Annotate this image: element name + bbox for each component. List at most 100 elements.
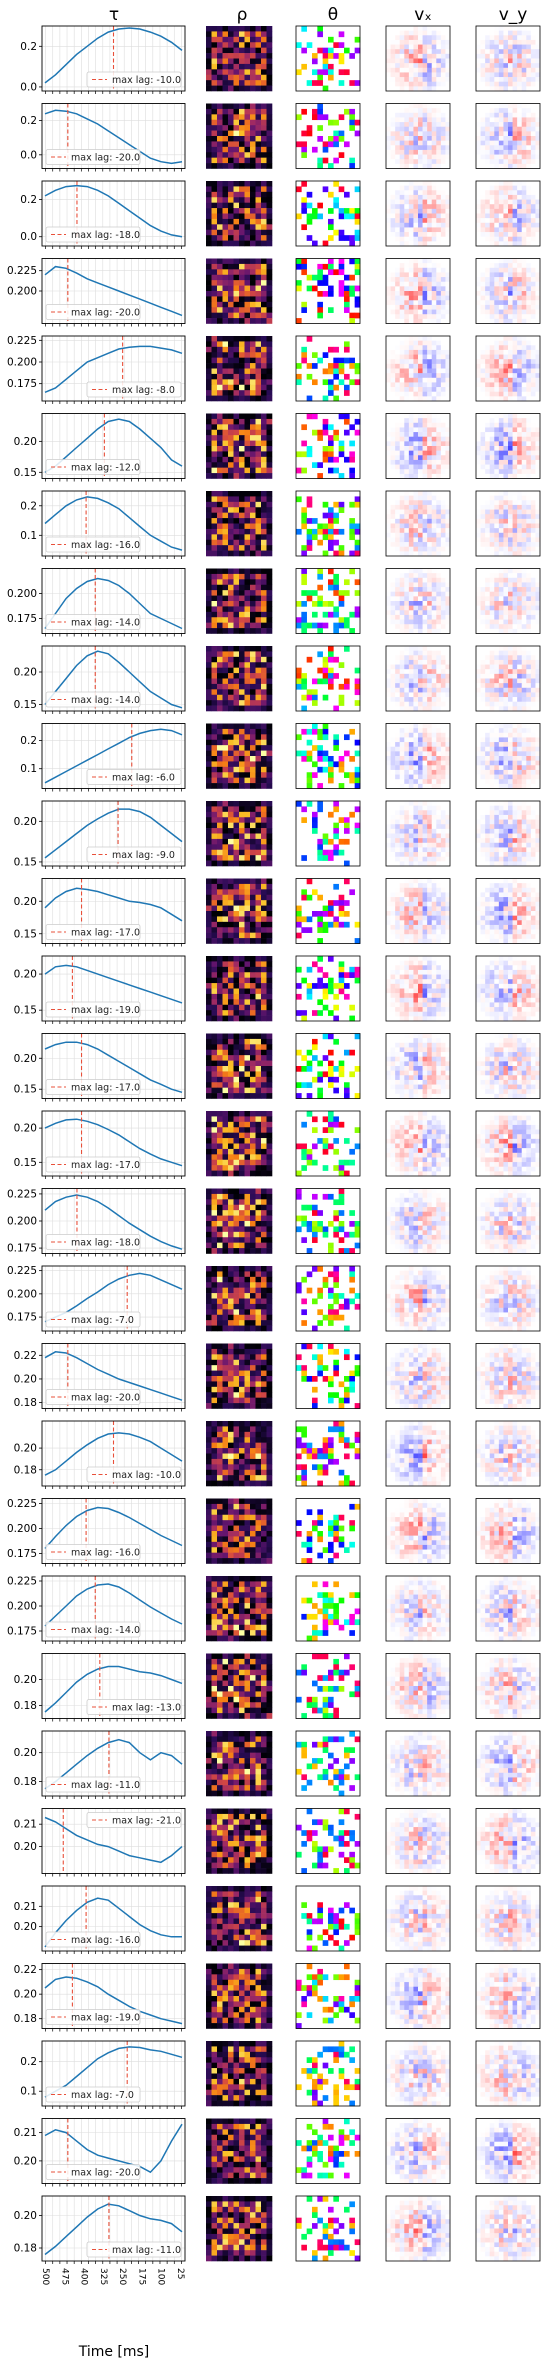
legend-label: max lag: -17.0 (71, 1083, 140, 1094)
rho-heatmap (206, 1343, 273, 1409)
legend: max lag: -18.0 (45, 1234, 141, 1250)
theta-map (295, 955, 361, 1022)
theta-map (295, 258, 361, 324)
rho-heatmap (206, 413, 273, 479)
vx-map (385, 1730, 451, 1797)
rho-heatmap (206, 878, 273, 944)
y-tick-label: 0.2 (20, 194, 37, 206)
y-tick-label: 0.15 (14, 699, 37, 711)
x-tick-label: 100 (156, 2268, 166, 2285)
y-tick-label: 0.175 (7, 1548, 37, 1560)
legend: max lag: -20.0 (45, 2164, 141, 2180)
legend: max lag: -12.0 (45, 459, 141, 475)
tau-plot: 0.0 0.2 max lag: -18.0 (20, 180, 186, 249)
y-tick-label: 0.18 (14, 1776, 37, 1788)
legend-label: max lag: -20.0 (71, 308, 140, 319)
vx-map (385, 1343, 451, 1409)
tau-series-line (44, 496, 183, 551)
legend-label: max lag: -12.0 (71, 463, 140, 474)
vx-map (385, 1653, 451, 1719)
vy-map (475, 1575, 541, 1642)
figure-row: 0.1 0.2 max lag: -7.0 (20, 2040, 541, 2109)
theta-map (295, 180, 361, 247)
y-tick-label: 0.225 (7, 1265, 37, 1277)
figure-row: 0.175 0.200 0.225 max lag: -8.0 (7, 335, 541, 404)
theta-map (295, 1188, 361, 1254)
tau-series-line (44, 2203, 183, 2256)
tau-series-line (44, 345, 183, 393)
vy-map (475, 1188, 541, 1254)
figure-row: 0.175 0.200 0.225 max lag: -18.0 (7, 1188, 541, 1257)
tau-plot: 0.1 0.2 max lag: -6.0 (20, 723, 186, 792)
vx-map (385, 413, 451, 479)
legend-label: max lag: -16.0 (71, 1548, 140, 1559)
x-tick-label: 400 (79, 2268, 89, 2285)
figure-row: 0.0 0.2 max lag: -10.0 (20, 25, 541, 94)
plot-frame (41, 335, 186, 402)
legend-label: max lag: -17.0 (71, 928, 140, 939)
theta-map (295, 568, 361, 634)
tau-series-line (44, 265, 183, 317)
y-tick-label: 0.21 (14, 1901, 37, 1913)
x-tick-label: 175 (136, 2268, 146, 2285)
tau-series-line (44, 1583, 183, 1627)
theta-map (295, 1808, 361, 1874)
tau-plot: 0.15 0.20 max lag: -17.0 (14, 1033, 186, 1102)
rho-heatmap (206, 1808, 273, 1874)
figure-row: 0.18 0.20 0.22 max lag: -19.0 (14, 1963, 541, 2032)
y-tick-label: 0.225 (7, 335, 37, 347)
tau-series-line (44, 964, 183, 1004)
legend: max lag: -17.0 (45, 924, 141, 940)
x-tick-label: 475 (59, 2268, 69, 2285)
theta-map (295, 1343, 361, 1409)
figure-row: 0.20 0.21 max lag: -20.0 (14, 2118, 541, 2187)
rho-heatmap (206, 1886, 273, 1952)
rho-heatmap (206, 258, 273, 324)
figure-row: 0.20 0.21 max lag: -16.0 (14, 1885, 541, 1954)
vx-map (385, 103, 451, 169)
figure-row: 0.15 0.20 max lag: -19.0 (14, 955, 541, 1024)
legend-label: max lag: -9.0 (112, 850, 175, 861)
tau-plot: 0.18 0.20 0.22 max lag: -19.0 (14, 1963, 186, 2032)
vx-map (385, 25, 451, 92)
vy-map (475, 180, 541, 247)
plot-frame (41, 2195, 186, 2262)
plot-frame (41, 1033, 186, 1099)
plot-frame (41, 1885, 186, 1952)
column-title-tau: τ (109, 5, 119, 25)
figure-row: 0.1 0.2 max lag: -16.0 (20, 490, 541, 559)
y-tick-label: 0.20 (14, 1373, 37, 1385)
legend: max lag: -14.0 (45, 1621, 141, 1638)
plot-frame (41, 1188, 186, 1254)
plot-frame (41, 723, 186, 789)
rho-heatmap (206, 2196, 273, 2262)
tau-series-line (44, 1194, 183, 1250)
y-tick-label: 0.20 (14, 1443, 37, 1455)
y-tick-label: 0.18 (14, 2243, 37, 2255)
theta-map (295, 2040, 361, 2107)
plot-frame (41, 645, 186, 712)
plot-frame (41, 568, 186, 634)
vx-map (385, 1808, 451, 1874)
y-tick-label: 0.1 (20, 763, 37, 775)
y-tick-label: 0.18 (14, 1700, 37, 1712)
plot-frame (41, 955, 186, 1022)
legend: max lag: -18.0 (45, 226, 141, 243)
tau-plot: 0.175 0.200 0.225 max lag: -18.0 (7, 1188, 186, 1257)
vx-map (385, 800, 451, 867)
tau-plot: 0.20 0.21 max lag: -20.0 (14, 2118, 186, 2187)
y-tick-label: 0.200 (7, 588, 37, 600)
legend: max lag: -19.0 (45, 1001, 141, 1018)
theta-map (295, 335, 361, 402)
vy-map (475, 878, 541, 944)
legend: max lag: -6.0 (86, 769, 182, 785)
legend-label: max lag: -11.0 (112, 2245, 181, 2256)
figure-rows: 0.0 0.2 max lag: -10.0 0.0 0.2 max lag: -20.0… (7, 25, 541, 2264)
vy-map (475, 25, 541, 92)
rho-heatmap (206, 1033, 273, 1099)
legend: max lag: -10.0 (86, 71, 182, 88)
tau-plot: 0.15 0.20 max lag: -17.0 (14, 878, 186, 947)
legend: max lag: -14.0 (45, 691, 141, 708)
tau-plot: 0.175 0.200 max lag: -14.0 (7, 568, 186, 637)
